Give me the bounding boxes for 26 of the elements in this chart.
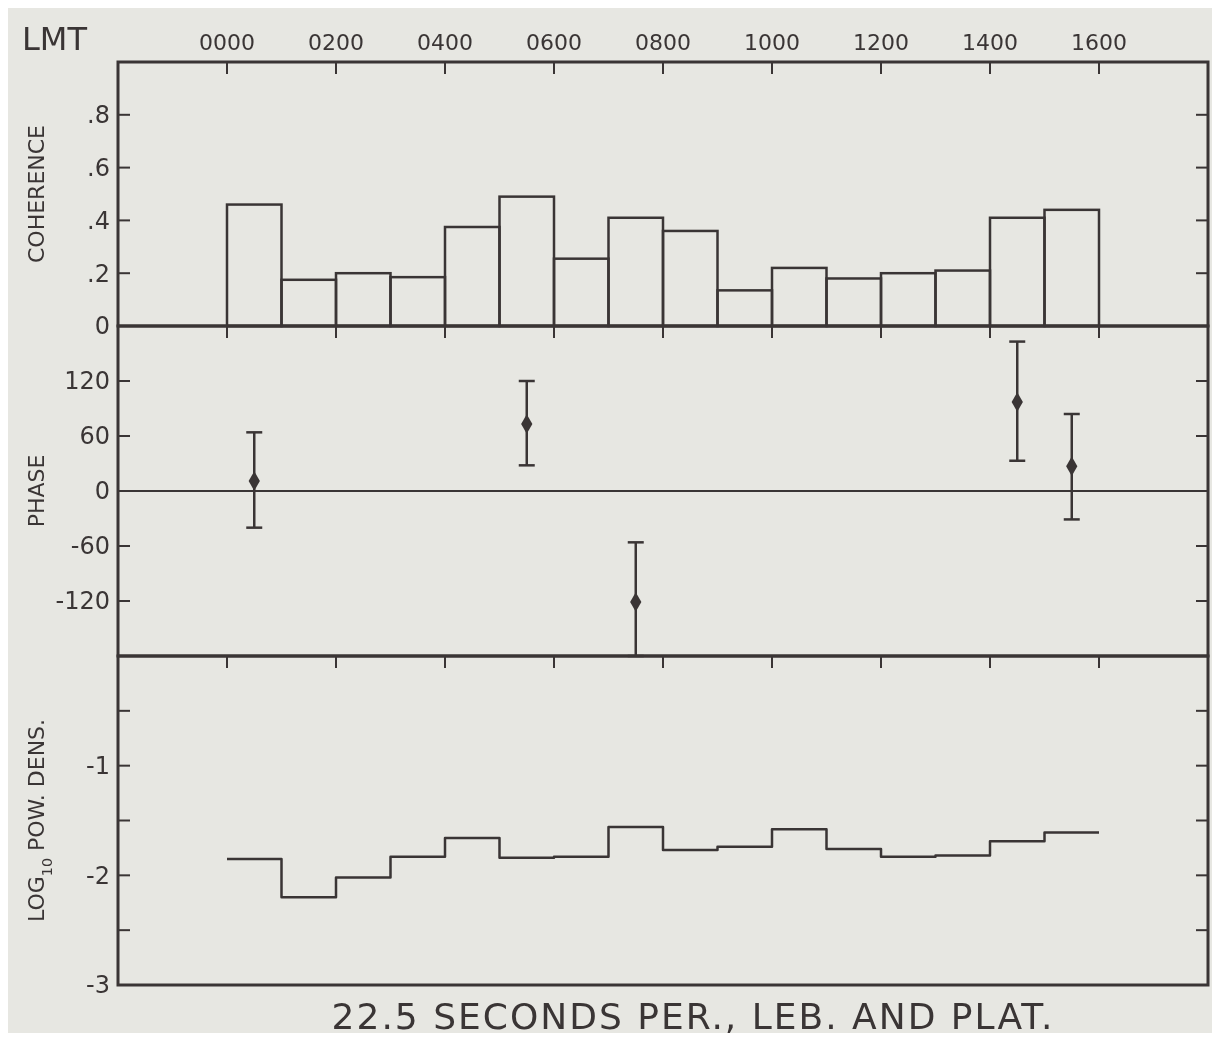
y-tick-label: 120 [64, 367, 110, 396]
x-axis-title: LMT [22, 20, 88, 58]
y-tick-label: -1 [86, 752, 110, 781]
y-tick-label: .4 [87, 206, 110, 235]
x-tick-label: 1600 [1071, 30, 1127, 55]
text: 22.5 SECONDS PER., LEB. AND PLAT. [331, 996, 1055, 1037]
y-tick-label: -2 [86, 861, 110, 890]
x-tick-label: 0200 [308, 30, 364, 55]
y-tick-label: .6 [87, 154, 110, 182]
y-tick-label: 0 [94, 312, 110, 341]
y-axis-title: PHASE [24, 454, 49, 528]
y-tick-label: -120 [55, 587, 110, 616]
y-tick-label: -3 [86, 971, 110, 1000]
x-tick-label: 0000 [199, 30, 255, 55]
y-tick-label: 60 [79, 422, 110, 451]
x-tick-label: 1000 [744, 30, 800, 55]
y-tick-label: .8 [87, 101, 110, 130]
y-tick-label: -60 [70, 532, 110, 561]
x-tick-label: 1400 [962, 30, 1018, 55]
x-tick-label: 0400 [417, 30, 473, 55]
y-axis-title: COHERENCE [24, 124, 49, 264]
x-tick-label: 0800 [635, 30, 691, 55]
x-tick-label: 0600 [526, 30, 582, 55]
x-tick-label: 1200 [853, 30, 909, 55]
y-tick-label: .2 [87, 259, 110, 288]
y-tick-label: 0 [94, 477, 110, 506]
